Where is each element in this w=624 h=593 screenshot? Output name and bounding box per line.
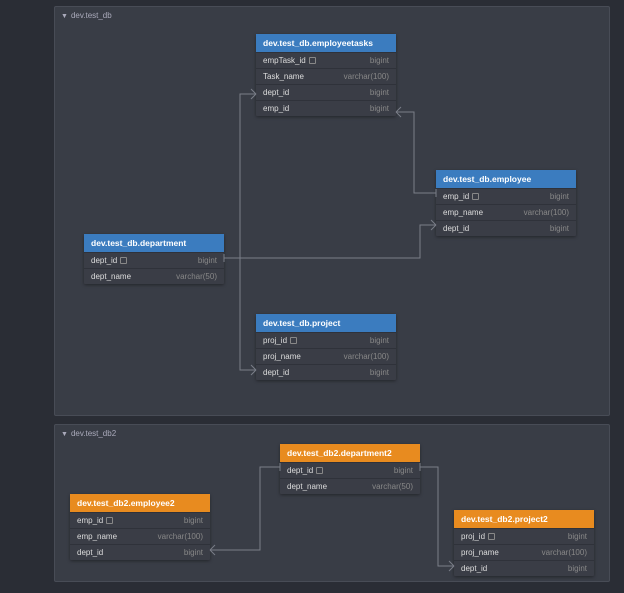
entity-column[interactable]: proj_id bigint: [256, 332, 396, 348]
entity-column[interactable]: emp_id bigint: [436, 188, 576, 204]
db-panel-label[interactable]: ▼dev.test_db2: [61, 429, 116, 438]
column-type: bigint: [370, 336, 389, 345]
db-panel-title: dev.test_db: [71, 11, 112, 20]
entity-project[interactable]: dev.test_db.projectproj_idbigintproj_nam…: [256, 314, 396, 380]
column-name: emp_id: [443, 192, 479, 201]
entity-column[interactable]: dept_id bigint: [70, 544, 210, 560]
entity-header[interactable]: dev.test_db.employee: [436, 170, 576, 188]
column-type: bigint: [568, 564, 587, 573]
column-name: dept_id: [91, 256, 127, 265]
column-name: emp_name: [77, 532, 117, 541]
primary-key-icon: [309, 57, 316, 64]
entity-emptasks[interactable]: dev.test_db.employeetasksempTask_idbigin…: [256, 34, 396, 116]
column-name: empTask_id: [263, 56, 316, 65]
column-type: bigint: [370, 104, 389, 113]
column-name: dept_id: [77, 548, 103, 557]
column-type: bigint: [370, 88, 389, 97]
column-name: proj_id: [263, 336, 297, 345]
collapse-icon[interactable]: ▼: [61, 431, 68, 438]
column-type: bigint: [568, 532, 587, 541]
primary-key-icon: [290, 337, 297, 344]
entity-column[interactable]: proj_name varchar(100): [256, 348, 396, 364]
entity-project2[interactable]: dev.test_db2.project2proj_idbigintproj_n…: [454, 510, 594, 576]
db-panel-label[interactable]: ▼dev.test_db: [61, 11, 112, 20]
entity-header[interactable]: dev.test_db.project: [256, 314, 396, 332]
entity-department2[interactable]: dev.test_db2.department2dept_idbigintdep…: [280, 444, 420, 494]
column-type: bigint: [394, 466, 413, 475]
column-type: varchar(100): [158, 532, 203, 541]
column-type: bigint: [370, 368, 389, 377]
entity-header[interactable]: dev.test_db2.department2: [280, 444, 420, 462]
entity-column[interactable]: dept_id bigint: [280, 462, 420, 478]
column-name: dept_id: [263, 88, 289, 97]
column-name: dept_id: [443, 224, 469, 233]
entity-header[interactable]: dev.test_db2.employee2: [70, 494, 210, 512]
entity-header[interactable]: dev.test_db.employeetasks: [256, 34, 396, 52]
collapse-icon[interactable]: ▼: [61, 13, 68, 20]
column-type: bigint: [184, 516, 203, 525]
entity-employee2[interactable]: dev.test_db2.employee2emp_idbigintemp_na…: [70, 494, 210, 560]
entity-column[interactable]: dept_id bigint: [256, 364, 396, 380]
entity-column[interactable]: dept_id bigint: [454, 560, 594, 576]
entity-column[interactable]: emp_id bigint: [70, 512, 210, 528]
entity-column[interactable]: emp_id bigint: [256, 100, 396, 116]
column-type: varchar(100): [524, 208, 569, 217]
entity-employee[interactable]: dev.test_db.employeeemp_idbigintemp_name…: [436, 170, 576, 236]
entity-column[interactable]: dept_name varchar(50): [84, 268, 224, 284]
primary-key-icon: [106, 517, 113, 524]
primary-key-icon: [472, 193, 479, 200]
column-type: bigint: [198, 256, 217, 265]
entity-column[interactable]: Task_name varchar(100): [256, 68, 396, 84]
entity-header[interactable]: dev.test_db2.project2: [454, 510, 594, 528]
entity-column[interactable]: emp_name varchar(100): [70, 528, 210, 544]
primary-key-icon: [488, 533, 495, 540]
entity-department[interactable]: dev.test_db.departmentdept_idbigintdept_…: [84, 234, 224, 284]
column-type: varchar(50): [372, 482, 413, 491]
column-type: varchar(50): [176, 272, 217, 281]
entity-column[interactable]: proj_name varchar(100): [454, 544, 594, 560]
entity-column[interactable]: dept_name varchar(50): [280, 478, 420, 494]
column-name: dept_id: [461, 564, 487, 573]
column-type: bigint: [184, 548, 203, 557]
primary-key-icon: [316, 467, 323, 474]
entity-column[interactable]: emp_name varchar(100): [436, 204, 576, 220]
column-name: dept_id: [263, 368, 289, 377]
column-type: varchar(100): [344, 352, 389, 361]
column-name: proj_name: [263, 352, 301, 361]
entity-column[interactable]: dept_id bigint: [256, 84, 396, 100]
primary-key-icon: [120, 257, 127, 264]
column-name: dept_name: [287, 482, 327, 491]
column-name: proj_name: [461, 548, 499, 557]
column-name: emp_name: [443, 208, 483, 217]
column-type: varchar(100): [344, 72, 389, 81]
column-type: varchar(100): [542, 548, 587, 557]
column-name: dept_name: [91, 272, 131, 281]
column-name: dept_id: [287, 466, 323, 475]
entity-column[interactable]: empTask_id bigint: [256, 52, 396, 68]
column-type: bigint: [550, 224, 569, 233]
db-panel-title: dev.test_db2: [71, 429, 116, 438]
column-name: emp_id: [263, 104, 289, 113]
entity-column[interactable]: proj_id bigint: [454, 528, 594, 544]
column-name: emp_id: [77, 516, 113, 525]
entity-header[interactable]: dev.test_db.department: [84, 234, 224, 252]
column-type: bigint: [550, 192, 569, 201]
entity-column[interactable]: dept_id bigint: [436, 220, 576, 236]
column-type: bigint: [370, 56, 389, 65]
column-name: Task_name: [263, 72, 304, 81]
entity-column[interactable]: dept_id bigint: [84, 252, 224, 268]
column-name: proj_id: [461, 532, 495, 541]
